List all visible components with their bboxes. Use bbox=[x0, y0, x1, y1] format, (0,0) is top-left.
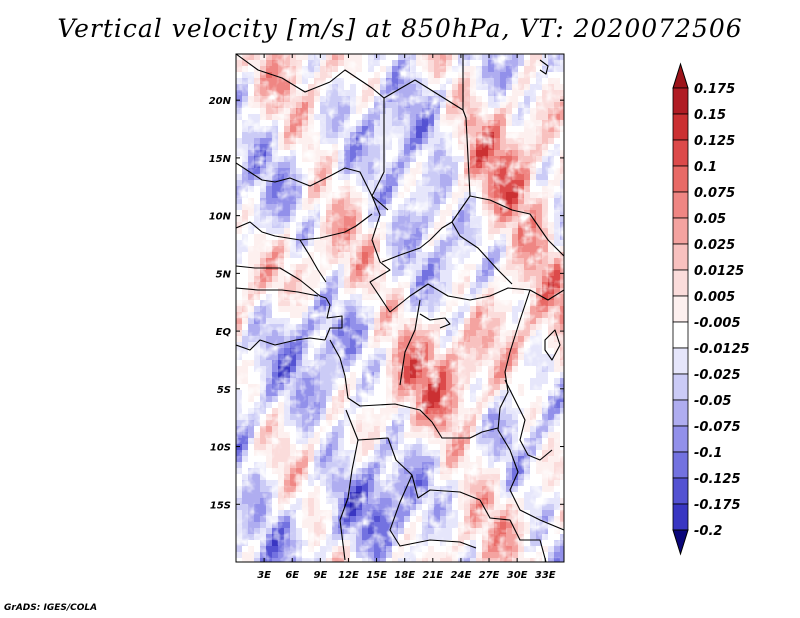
lon-tick-label: 3E bbox=[257, 570, 271, 581]
colorbar-level-label: -0.1 bbox=[694, 446, 722, 461]
colorbar-swatch bbox=[672, 87, 689, 115]
colorbar-swatch bbox=[672, 477, 689, 505]
lat-tick-label: EQ bbox=[216, 327, 232, 338]
lat-tick-label: 5S bbox=[217, 385, 231, 396]
colorbar-level-label: -0.005 bbox=[694, 316, 741, 331]
lat-tick-label: 15S bbox=[210, 500, 231, 511]
colorbar-level-label: -0.025 bbox=[694, 368, 741, 383]
colorbar-swatch bbox=[672, 503, 689, 531]
colorbar-swatch bbox=[672, 191, 689, 219]
colorbar-swatch bbox=[672, 373, 689, 401]
colorbar-swatch bbox=[672, 139, 689, 167]
lat-tick-label: 10N bbox=[209, 212, 232, 223]
colorbar-level-label: 0.0125 bbox=[694, 264, 744, 279]
colorbar-level-label: 0.05 bbox=[694, 212, 726, 227]
colorbar-level-label: 0.125 bbox=[694, 134, 735, 149]
colorbar-swatch bbox=[672, 295, 689, 323]
colorbar-level-label: -0.075 bbox=[694, 420, 741, 435]
colorbar-swatch bbox=[672, 451, 689, 479]
map-frame bbox=[235, 53, 565, 563]
lon-tick-label: 15E bbox=[366, 570, 387, 581]
colorbar-swatch bbox=[672, 243, 689, 271]
lon-tick-label: 9E bbox=[313, 570, 327, 581]
colorbar-swatch bbox=[672, 269, 689, 297]
grads-credit: GrADS: IGES/COLA bbox=[4, 603, 98, 613]
colorbar-level-label: 0.1 bbox=[694, 160, 717, 175]
chart-title: Vertical velocity [m/s] at 850hPa, VT: 2… bbox=[57, 14, 743, 43]
colorbar-level-label: 0.005 bbox=[694, 290, 735, 305]
colorbar-bottom-arrow bbox=[672, 529, 689, 556]
lon-tick-label: 24E bbox=[451, 570, 472, 581]
colorbar-level-label: -0.2 bbox=[694, 524, 722, 539]
colorbar-level-label: 0.075 bbox=[694, 186, 735, 201]
lat-tick-label: 20N bbox=[209, 96, 232, 107]
lon-tick-label: 6E bbox=[285, 570, 299, 581]
colorbar-level-label: -0.175 bbox=[694, 498, 741, 513]
colorbar-top-arrow bbox=[672, 62, 689, 89]
colorbar-level-label: 0.175 bbox=[694, 82, 735, 97]
lon-tick-label: 12E bbox=[338, 570, 359, 581]
colorbar-swatch bbox=[672, 347, 689, 375]
colorbar-swatch bbox=[672, 399, 689, 427]
latitude-axis: 20N 15N 10N 5N EQ 5S 10S 15S bbox=[209, 96, 564, 511]
lon-tick-label: 30E bbox=[507, 570, 528, 581]
colorbar-level-label: 0.025 bbox=[694, 238, 735, 253]
lon-tick-label: 18E bbox=[394, 570, 415, 581]
lat-tick-label: 10S bbox=[210, 443, 231, 454]
lon-tick-label: 21E bbox=[422, 570, 443, 581]
colorbar-swatch bbox=[672, 321, 689, 349]
country-borders bbox=[236, 54, 564, 562]
lon-tick-label: 33E bbox=[535, 570, 556, 581]
velocity-field bbox=[236, 54, 564, 562]
colorbar-level-label: 0.15 bbox=[694, 108, 726, 123]
longitude-axis: 3E 6E 9E 12E 15E 18E 21E 24E 27E 30E 33E bbox=[257, 54, 556, 581]
colorbar: 0.175 0.15 0.125 0.1 0.075 0.05 0.025 0.0125 0.0… bbox=[672, 62, 750, 556]
lat-tick-label: 5N bbox=[216, 269, 232, 280]
colorbar-level-label: -0.125 bbox=[694, 472, 741, 487]
colorbar-level-label: -0.0125 bbox=[694, 342, 750, 357]
colorbar-swatch bbox=[672, 113, 689, 141]
colorbar-swatch bbox=[672, 217, 689, 245]
colorbar-swatch bbox=[672, 425, 689, 453]
lon-tick-label: 27E bbox=[479, 570, 500, 581]
colorbar-level-label: -0.05 bbox=[694, 394, 731, 409]
colorbar-swatch bbox=[672, 165, 689, 193]
lat-tick-label: 15N bbox=[209, 154, 232, 165]
